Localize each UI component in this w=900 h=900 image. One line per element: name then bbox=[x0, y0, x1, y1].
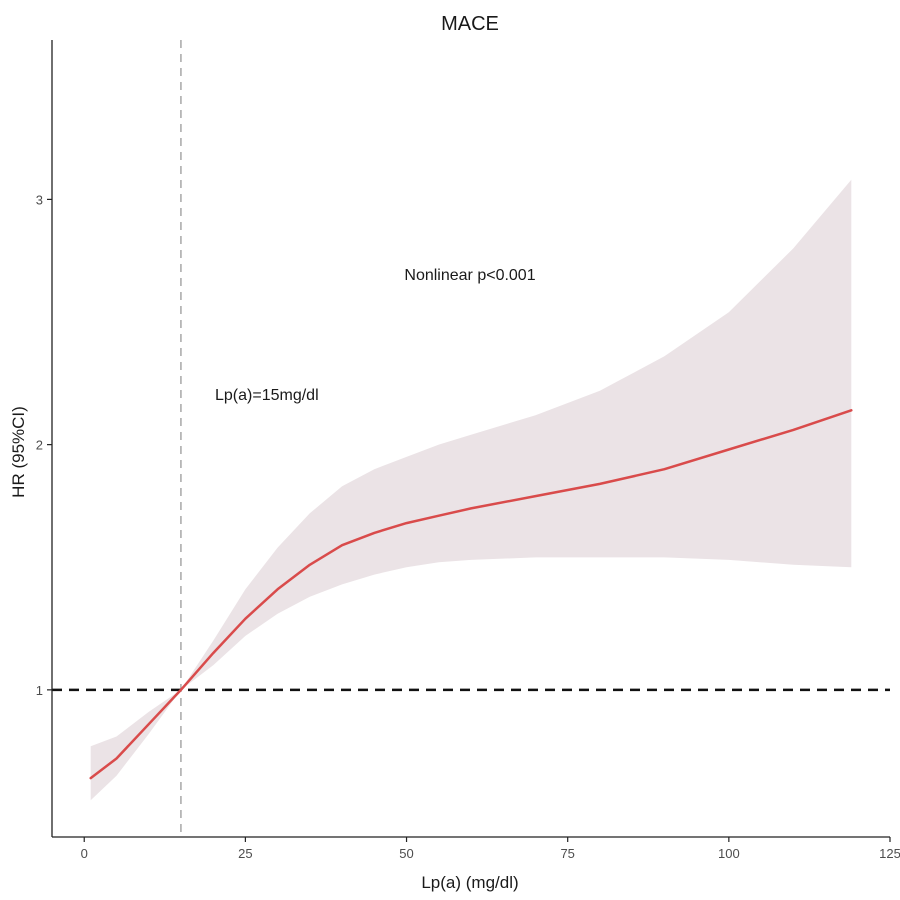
lpa-cutoff-annotation: Lp(a)=15mg/dl bbox=[215, 387, 319, 404]
confidence-band bbox=[90, 179, 852, 801]
x-tick-label: 75 bbox=[560, 846, 574, 861]
y-tick-label: 2 bbox=[36, 438, 43, 453]
x-tick-label: 125 bbox=[879, 846, 900, 861]
tick-labels: 0 25 50 75 100 125 1 2 3 bbox=[36, 192, 900, 861]
x-tick-label: 100 bbox=[718, 846, 740, 861]
y-tick-label: 3 bbox=[36, 192, 43, 207]
y-axis-title: HR (95%CI) bbox=[9, 406, 28, 498]
confidence-band-layer bbox=[90, 179, 852, 801]
reference-lines bbox=[52, 40, 890, 837]
nonlinear-p-annotation: Nonlinear p<0.001 bbox=[404, 267, 535, 284]
x-axis-title: Lp(a) (mg/dl) bbox=[421, 873, 518, 892]
y-tick-label: 1 bbox=[36, 683, 43, 698]
axes bbox=[51, 40, 890, 838]
x-tick-label: 0 bbox=[81, 846, 88, 861]
x-tick-label: 25 bbox=[238, 846, 252, 861]
x-tick-label: 50 bbox=[399, 846, 413, 861]
hr-curve bbox=[89, 409, 853, 780]
hr-curve-layer bbox=[89, 409, 853, 780]
chart-title: MACE bbox=[441, 13, 499, 35]
